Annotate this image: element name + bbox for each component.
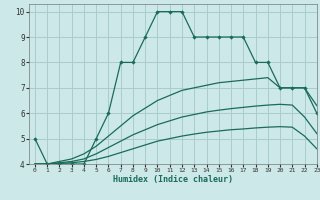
X-axis label: Humidex (Indice chaleur): Humidex (Indice chaleur): [113, 175, 233, 184]
